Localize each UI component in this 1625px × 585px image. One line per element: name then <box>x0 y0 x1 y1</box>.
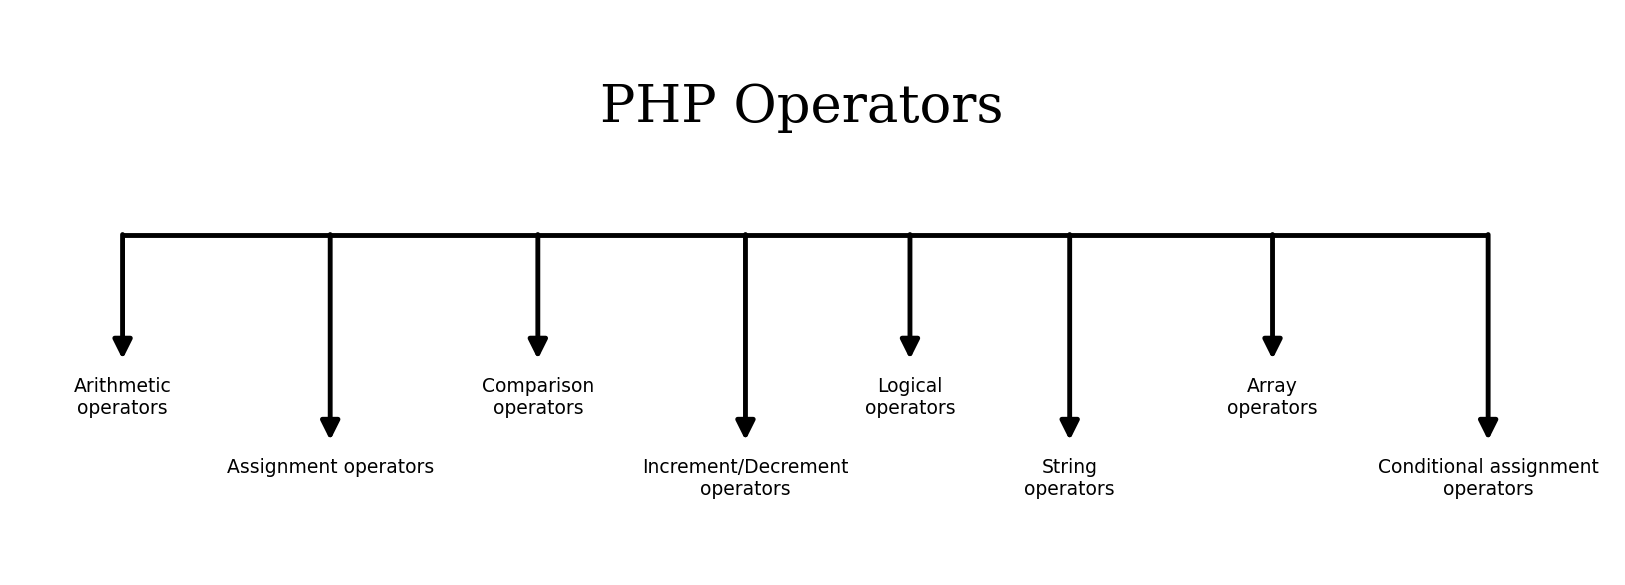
Text: Assignment operators: Assignment operators <box>226 457 434 477</box>
Text: String
operators: String operators <box>1024 457 1115 498</box>
Text: PHP Operators: PHP Operators <box>600 81 1003 133</box>
Text: Arithmetic
operators: Arithmetic operators <box>73 377 172 418</box>
Text: Comparison
operators: Comparison operators <box>481 377 595 418</box>
Text: Logical
operators: Logical operators <box>864 377 955 418</box>
Text: Array
operators: Array operators <box>1227 377 1318 418</box>
Text: Increment/Decrement
operators: Increment/Decrement operators <box>642 457 848 498</box>
Text: Conditional assignment
operators: Conditional assignment operators <box>1378 457 1599 498</box>
